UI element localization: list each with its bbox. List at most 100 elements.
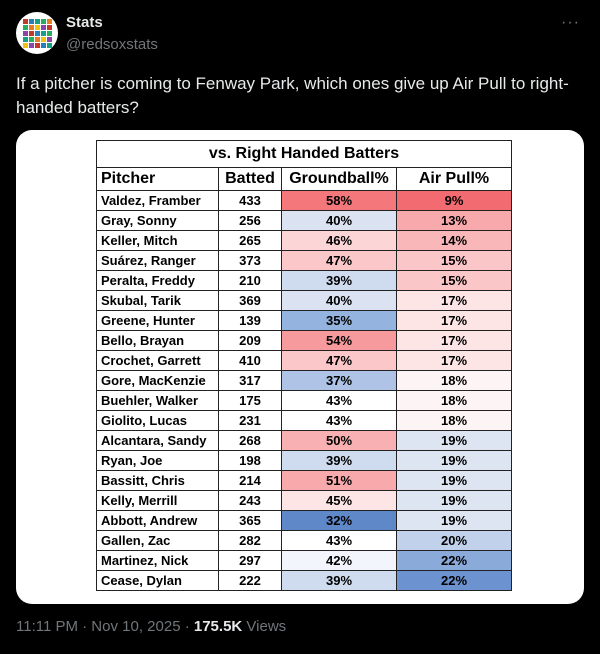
avatar-tile: [40, 18, 46, 24]
air-pull-cell: 18%: [396, 390, 512, 411]
batted-cell: 210: [218, 270, 282, 291]
table-row: Gore, MacKenzie 317 37% 18%: [96, 370, 512, 391]
groundball-cell: 43%: [281, 530, 397, 551]
table-title: vs. Right Handed Batters: [96, 140, 512, 168]
air-pull-cell: 15%: [396, 270, 512, 291]
header-batted: Batted: [218, 167, 282, 191]
batted-cell: 369: [218, 290, 282, 311]
groundball-cell: 39%: [281, 270, 397, 291]
table-row: Crochet, Garrett 410 47% 17%: [96, 350, 512, 371]
table-row: Bassitt, Chris 214 51% 19%: [96, 470, 512, 491]
avatar-tile: [34, 30, 40, 36]
air-pull-cell: 22%: [396, 550, 512, 571]
air-pull-cell: 17%: [396, 290, 512, 311]
batted-cell: 198: [218, 450, 282, 471]
pitcher-cell: Cease, Dylan: [96, 570, 219, 591]
air-pull-cell: 17%: [396, 350, 512, 371]
table-row: Skubal, Tarik 369 40% 17%: [96, 290, 512, 311]
batted-cell: 256: [218, 210, 282, 231]
timestamp[interactable]: 11:11 PM · Nov 10, 2025 ·: [16, 618, 194, 635]
pitcher-cell: Ryan, Joe: [96, 450, 219, 471]
table-row: Ryan, Joe 198 39% 19%: [96, 450, 512, 471]
batted-cell: 297: [218, 550, 282, 571]
groundball-cell: 45%: [281, 490, 397, 511]
avatar-tile: [34, 42, 40, 48]
batted-cell: 222: [218, 570, 282, 591]
table-row: Valdez, Framber 433 58% 9%: [96, 190, 512, 211]
batted-cell: 175: [218, 390, 282, 411]
header-groundball: Groundball%: [281, 167, 397, 191]
batted-cell: 317: [218, 370, 282, 391]
avatar-tile: [22, 30, 28, 36]
avatar-tile: [34, 36, 40, 42]
groundball-cell: 51%: [281, 470, 397, 491]
pitcher-cell: Giolito, Lucas: [96, 410, 219, 431]
avatar-tile: [28, 24, 34, 30]
tweet-meta: 11:11 PM · Nov 10, 2025 · 175.5K Views: [16, 618, 286, 635]
air-pull-cell: 20%: [396, 530, 512, 551]
groundball-cell: 39%: [281, 450, 397, 471]
pitcher-cell: Gallen, Zac: [96, 530, 219, 551]
groundball-cell: 40%: [281, 290, 397, 311]
account-handle[interactable]: @redsoxstats: [66, 36, 158, 53]
air-pull-cell: 19%: [396, 470, 512, 491]
pitcher-cell: Martinez, Nick: [96, 550, 219, 571]
table-row: Suárez, Ranger 373 47% 15%: [96, 250, 512, 271]
groundball-cell: 40%: [281, 210, 397, 231]
table-row: Abbott, Andrew 365 32% 19%: [96, 510, 512, 531]
groundball-cell: 37%: [281, 370, 397, 391]
avatar-tile: [28, 30, 34, 36]
avatar-tile: [40, 24, 46, 30]
pitcher-cell: Keller, Mitch: [96, 230, 219, 251]
avatar-tile: [28, 18, 34, 24]
pitcher-cell: Bassitt, Chris: [96, 470, 219, 491]
batted-cell: 231: [218, 410, 282, 431]
air-pull-cell: 15%: [396, 250, 512, 271]
groundball-cell: 50%: [281, 430, 397, 451]
groundball-cell: 39%: [281, 570, 397, 591]
groundball-cell: 32%: [281, 510, 397, 531]
groundball-cell: 47%: [281, 250, 397, 271]
avatar-tile: [34, 24, 40, 30]
pitcher-cell: Alcantara, Sandy: [96, 430, 219, 451]
batted-cell: 243: [218, 490, 282, 511]
air-pull-cell: 19%: [396, 510, 512, 531]
air-pull-cell: 19%: [396, 450, 512, 471]
avatar[interactable]: [16, 12, 58, 54]
batted-cell: 214: [218, 470, 282, 491]
table-row: Giolito, Lucas 231 43% 18%: [96, 410, 512, 431]
pitcher-cell: Peralta, Freddy: [96, 270, 219, 291]
header-air-pull: Air Pull%: [396, 167, 512, 191]
table-row: Kelly, Merrill 243 45% 19%: [96, 490, 512, 511]
air-pull-cell: 22%: [396, 570, 512, 591]
batted-cell: 265: [218, 230, 282, 251]
groundball-cell: 43%: [281, 390, 397, 411]
avatar-tile: [22, 36, 28, 42]
avatar-logo-icon: [22, 18, 52, 48]
groundball-cell: 42%: [281, 550, 397, 571]
air-pull-cell: 9%: [396, 190, 512, 211]
table-row: Peralta, Freddy 210 39% 15%: [96, 270, 512, 291]
attached-image[interactable]: vs. Right Handed Batters Pitcher Batted …: [16, 130, 584, 604]
display-name[interactable]: Stats: [66, 14, 103, 31]
groundball-cell: 43%: [281, 410, 397, 431]
more-options-icon[interactable]: ···: [561, 14, 580, 31]
air-pull-cell: 18%: [396, 410, 512, 431]
air-pull-cell: 19%: [396, 430, 512, 451]
batted-cell: 410: [218, 350, 282, 371]
table-row: Buehler, Walker 175 43% 18%: [96, 390, 512, 411]
table-row: Keller, Mitch 265 46% 14%: [96, 230, 512, 251]
avatar-tile: [40, 42, 46, 48]
views-label: Views: [242, 618, 287, 635]
table-row: Martinez, Nick 297 42% 22%: [96, 550, 512, 571]
pitcher-cell: Skubal, Tarik: [96, 290, 219, 311]
batted-cell: 209: [218, 330, 282, 351]
avatar-tile: [22, 18, 28, 24]
table-row: Alcantara, Sandy 268 50% 19%: [96, 430, 512, 451]
avatar-tile: [34, 18, 40, 24]
avatar-tile: [28, 42, 34, 48]
batted-cell: 433: [218, 190, 282, 211]
pitcher-cell: Kelly, Merrill: [96, 490, 219, 511]
pitcher-cell: Buehler, Walker: [96, 390, 219, 411]
pitcher-cell: Valdez, Framber: [96, 190, 219, 211]
